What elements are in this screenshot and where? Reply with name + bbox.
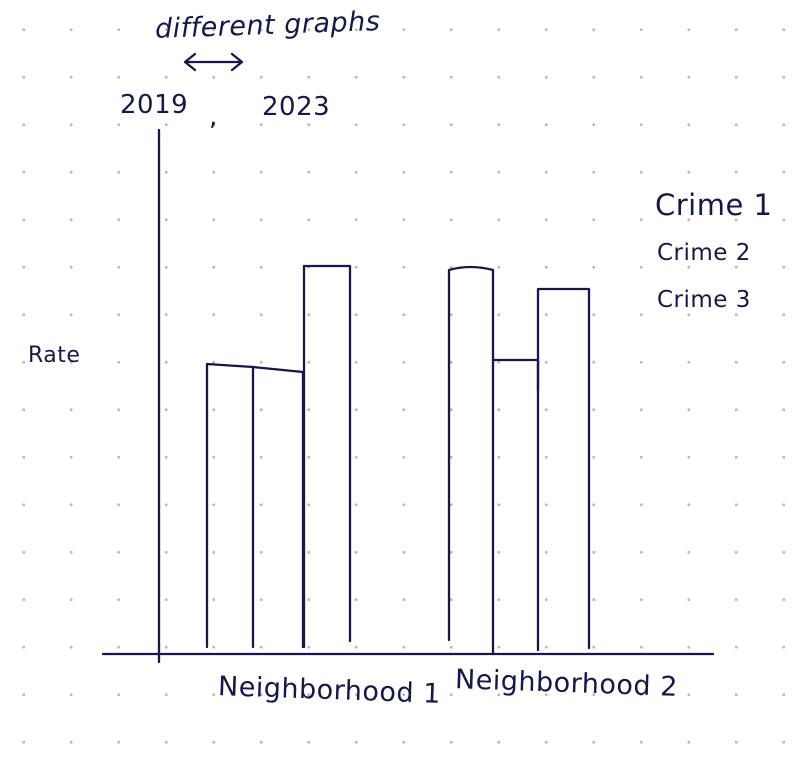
double-headed-arrow-icon: [183, 52, 244, 72]
legend-item-crime-3: Crime 3: [657, 287, 751, 313]
bar-neighborhood-1-crime-3: [302, 264, 352, 649]
bar-neighborhood-2-crime-2: [491, 358, 540, 392]
bar-neighborhood-2-crime-1: [447, 265, 495, 656]
y-axis-label: Rate: [28, 343, 81, 368]
bar-neighborhood-2-crime-3: [536, 287, 591, 652]
year-label-first: 2019: [120, 90, 189, 120]
bar-neighborhood-1-crime-1: [205, 362, 255, 649]
year-label-second: 2023: [262, 92, 331, 122]
year-separator: ,: [209, 102, 218, 132]
legend-item-crime-2: Crime 2: [657, 240, 751, 266]
bar-neighborhood-1-crime-2: [251, 365, 305, 649]
legend-item-crime-1: Crime 1: [655, 188, 773, 222]
